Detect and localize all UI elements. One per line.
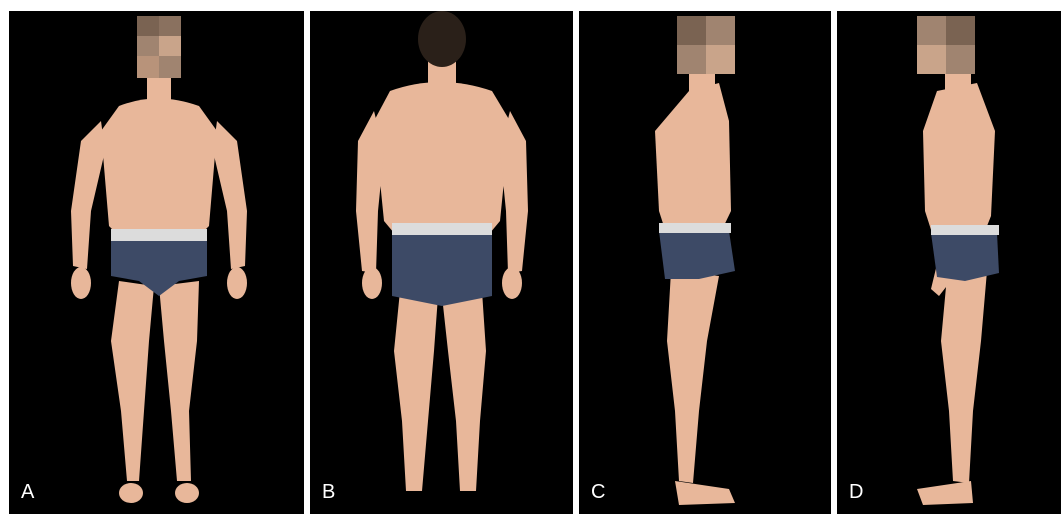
figure-front-body [71,16,247,503]
panel-label-b: B [322,481,336,503]
panel-right-side-view: C [579,11,831,514]
panel-label-c: C [591,481,606,503]
panel-label-d: D [849,481,864,503]
panel-left-side-view: D [837,11,1061,514]
panel-label-a: A [21,481,35,503]
figure-right-side-body [655,16,735,505]
figure-left-side-body [917,16,999,505]
panel-back-view: B [310,11,573,514]
figure-back-body [356,11,528,491]
panel-front-view: A [9,11,304,514]
